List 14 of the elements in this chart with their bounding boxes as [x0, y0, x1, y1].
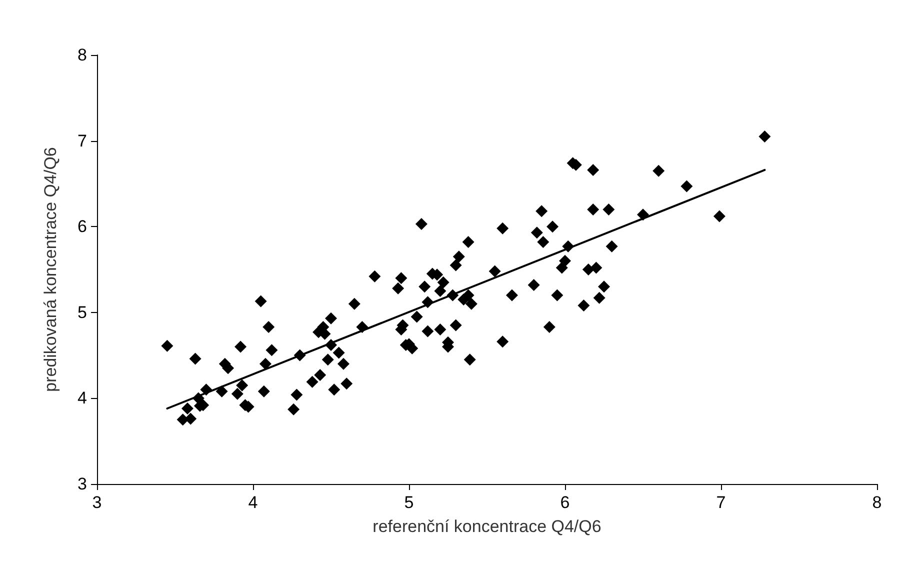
x-axis-title: referenční koncentrace Q4/Q6: [372, 517, 602, 536]
y-tick-label: 8: [78, 46, 87, 64]
x-tick-label: 7: [716, 493, 726, 512]
x-tick-label: 5: [404, 493, 414, 512]
y-tick-label: 7: [78, 131, 87, 150]
y-tick-label: 4: [78, 388, 87, 408]
y-axis-title: predikovaná koncentrace Q4/Q6: [41, 147, 60, 392]
x-tick-label: 6: [560, 493, 570, 512]
y-tick-label: 3: [78, 474, 87, 494]
x-tick-label: 4: [248, 493, 258, 512]
x-tick-label: 8: [872, 493, 882, 512]
x-tick-label: 3: [92, 493, 102, 512]
y-tick-label: 6: [78, 217, 87, 236]
y-tick-label: 5: [78, 302, 87, 322]
